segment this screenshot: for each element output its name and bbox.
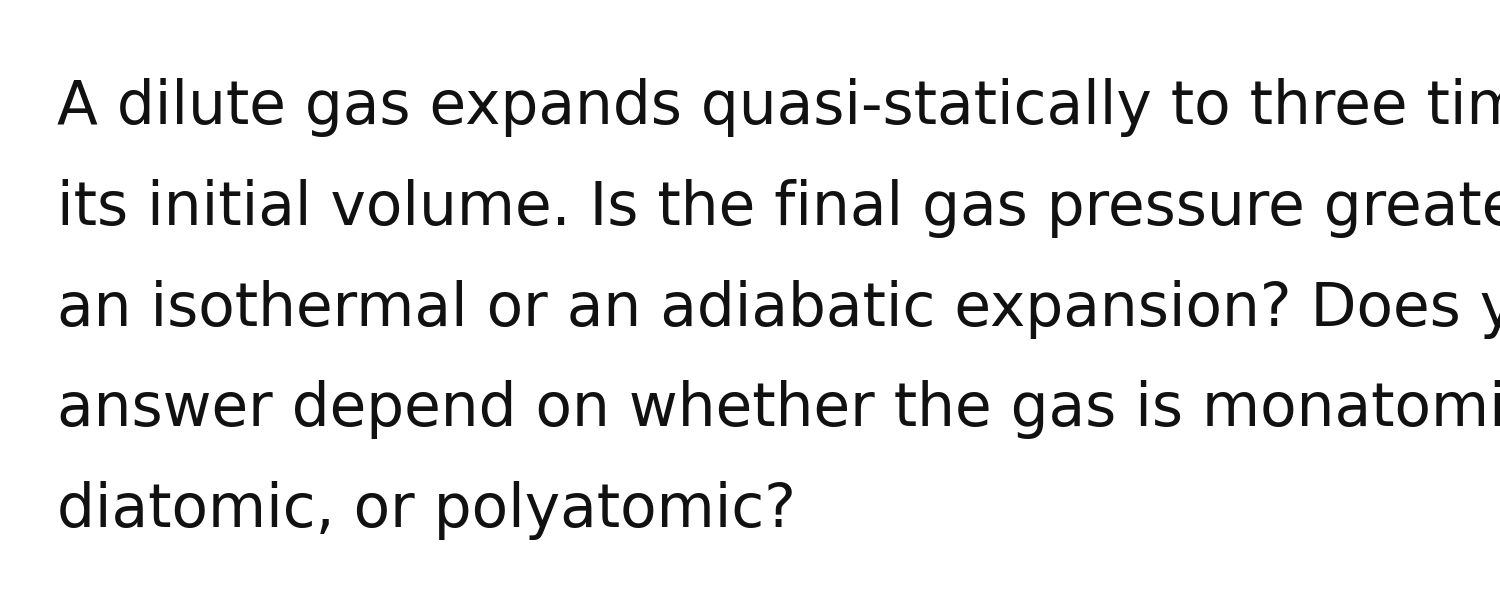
Text: an isothermal or an adiabatic expansion? Does your: an isothermal or an adiabatic expansion?…: [57, 280, 1500, 338]
Text: answer depend on whether the gas is monatomic,: answer depend on whether the gas is mona…: [57, 380, 1500, 439]
Text: diatomic, or polyatomic?: diatomic, or polyatomic?: [57, 481, 797, 540]
Text: A dilute gas expands quasi-statically to three times: A dilute gas expands quasi-statically to…: [57, 78, 1500, 137]
Text: its initial volume. Is the final gas pressure greater for: its initial volume. Is the final gas pre…: [57, 179, 1500, 238]
